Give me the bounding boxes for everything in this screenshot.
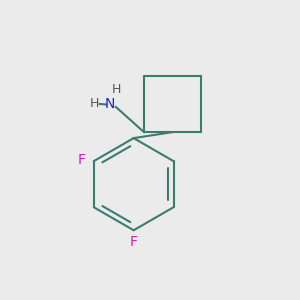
Text: N: N [105, 97, 115, 111]
Text: H: H [112, 83, 121, 97]
Text: F: F [78, 153, 86, 167]
Text: H: H [90, 98, 99, 110]
Text: F: F [130, 235, 138, 248]
